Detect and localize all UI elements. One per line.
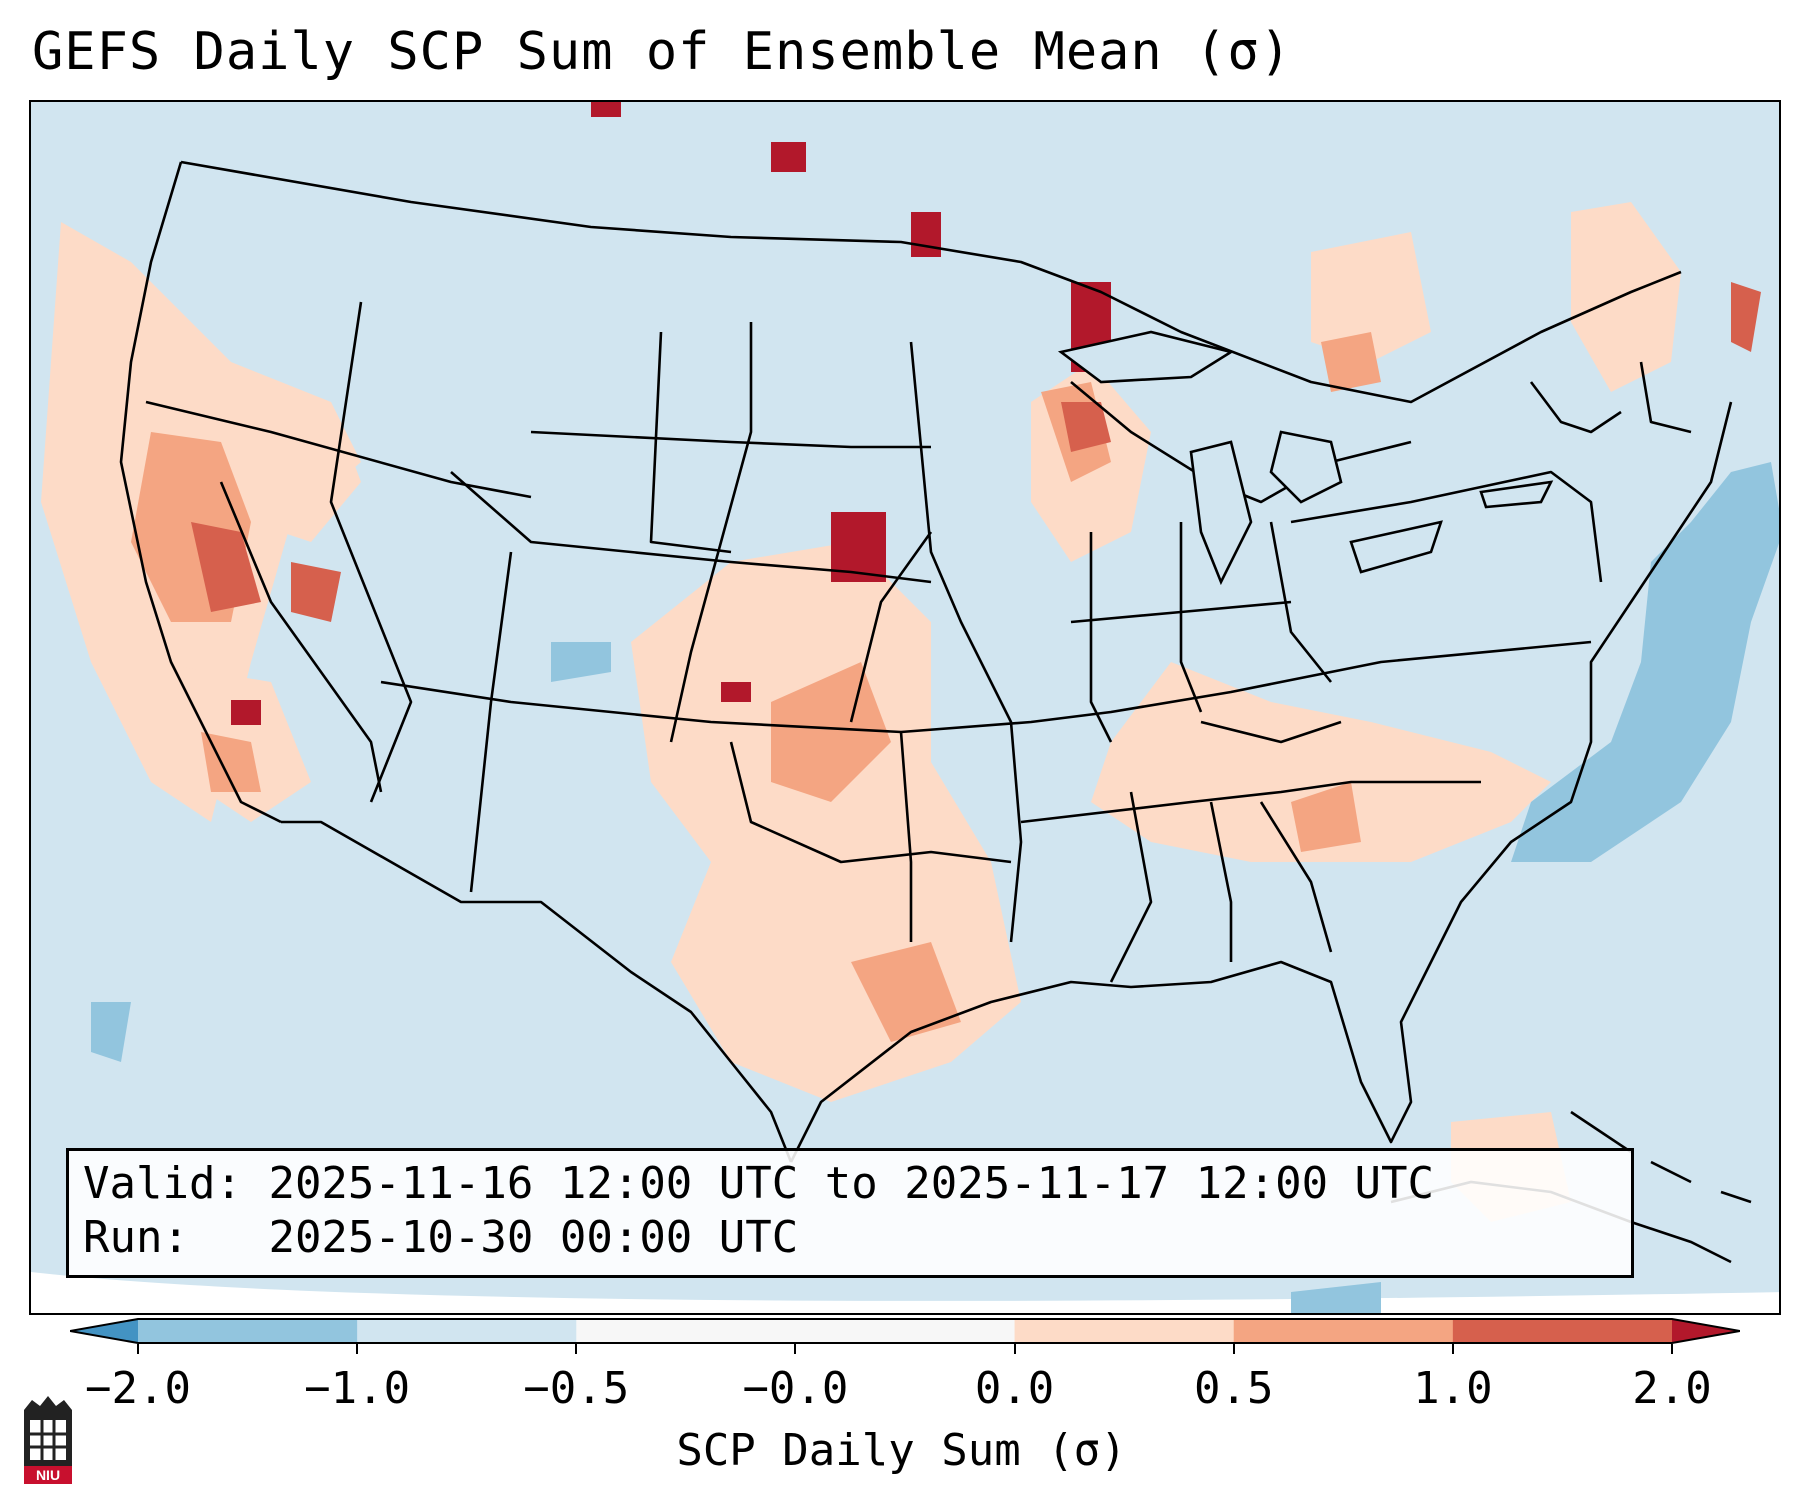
great-lakes [1057,330,1554,586]
valid-label: Valid: [83,1158,242,1209]
colorbar-tick-label: 0.5 [1193,1363,1274,1414]
colorbar-tick-mark [1671,1344,1673,1354]
colorbar-segment [1452,1319,1673,1343]
colorbar-tick-mark [575,1344,578,1354]
run-label: Run: [83,1212,189,1263]
colorbar-segment [1014,1319,1235,1343]
colorbar-tick-label: −2.0 [85,1363,191,1414]
colorbar-tick-mark [1451,1344,1454,1354]
colorbar-tick-label: 2.0 [1632,1363,1712,1414]
colorbar-segment [1233,1319,1454,1343]
map-panel [29,100,1781,1315]
run-value: 2025-10-30 00:00 UTC [268,1212,799,1263]
valid-row: Valid: 2025-11-16 12:00 UTC to 2025-11-1… [83,1157,1617,1211]
valid-run-info-box: Valid: 2025-11-16 12:00 UTC to 2025-11-1… [66,1148,1634,1278]
colorbar-tick-mark [137,1344,139,1354]
colorbar-tick-label: −1.0 [304,1363,411,1414]
colorbar-tick-label: 0.0 [974,1363,1055,1414]
colorbar-tick-mark [1013,1344,1016,1354]
colorbar-segment [357,1319,577,1343]
colorbar-segment [576,1319,796,1343]
colorbar [70,1318,1740,1344]
logo-text: NIU [36,1467,60,1483]
colorbar-segment [138,1319,358,1343]
colorbar-label: SCP Daily Sum (σ) [676,1425,1127,1476]
colorbar-tick-label: −0.5 [523,1363,630,1414]
colorbar-tick-mark [1232,1344,1235,1354]
map-title: GEFS Daily SCP Sum of Ensemble Mean (σ) [32,22,1292,82]
colorbar-segment [795,1319,1016,1343]
colorbar-tick-label: −0.0 [742,1363,849,1414]
colorbar-extend-low [70,1319,138,1343]
colorbar-tick-mark [794,1344,797,1354]
niu-logo: NIU [24,1396,72,1484]
run-row: Run: 2025-10-30 00:00 UTC [83,1211,1617,1265]
colorbar-extend-high [1672,1319,1740,1343]
map-canvas [31,102,1779,1313]
positive-anomaly-strong [191,282,1761,622]
colorbar-tick-label: 1.0 [1413,1363,1493,1414]
negative-anomaly [91,462,1779,1313]
valid-value: 2025-11-16 12:00 UTC to 2025-11-17 12:00… [268,1158,1435,1209]
colorbar-tick-mark [356,1344,359,1354]
colorbar-outline [70,1318,1740,1344]
